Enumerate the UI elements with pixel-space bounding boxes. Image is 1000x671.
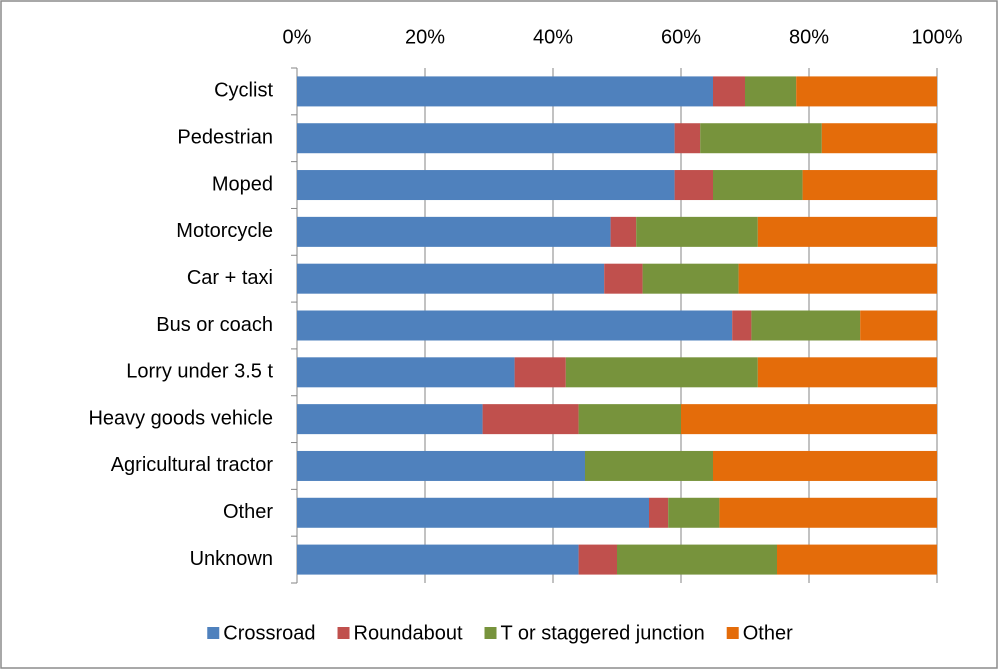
bar-segment	[297, 123, 675, 154]
bar-segment	[297, 216, 611, 247]
bar-segment	[297, 357, 515, 388]
bar-segment	[636, 216, 758, 247]
bar-segment	[649, 497, 669, 528]
bar-segment	[297, 310, 733, 341]
y-tick-label: Heavy goods vehicle	[88, 407, 273, 429]
bar-segment	[796, 76, 937, 107]
bar-segment	[604, 263, 643, 294]
bar-segment	[297, 404, 483, 435]
bar-segment	[713, 170, 803, 201]
bar-segment	[642, 263, 739, 294]
legend-swatch	[484, 627, 497, 639]
bar-segment	[617, 544, 777, 575]
bar-segment	[732, 310, 752, 341]
y-tick-label: Other	[223, 501, 273, 523]
x-tick-label: 20%	[405, 26, 445, 48]
bar-segment	[802, 170, 937, 201]
bar-segment	[713, 76, 745, 107]
y-tick-label: Bus or coach	[156, 314, 273, 336]
bar-segment	[297, 76, 713, 107]
y-tick-label: Agricultural tractor	[111, 454, 274, 476]
bar-segment	[860, 310, 937, 341]
x-tick-label: 100%	[911, 26, 962, 48]
legend-label: T or staggered junction	[501, 622, 705, 644]
bar-segment	[578, 544, 617, 575]
y-tick-label: Car + taxi	[187, 267, 273, 289]
legend-swatch	[337, 627, 350, 639]
y-tick-label: Motorcycle	[176, 220, 273, 242]
bar-segment	[610, 216, 637, 247]
bar-segment	[668, 497, 720, 528]
bar-segment	[745, 76, 797, 107]
y-tick-label: Moped	[212, 173, 273, 195]
bar-segment	[297, 544, 579, 575]
bar-segment	[777, 544, 937, 575]
y-tick-label: Lorry under 3.5 t	[126, 361, 273, 383]
bar-segment	[482, 404, 579, 435]
bar-segment	[297, 497, 649, 528]
bar-segment	[565, 357, 758, 388]
x-tick-label: 80%	[789, 26, 829, 48]
y-tick-label: Unknown	[190, 548, 273, 570]
bar-segment	[751, 310, 861, 341]
bar-segment	[821, 123, 937, 154]
bar-segment	[681, 404, 937, 435]
bar-segment	[738, 263, 937, 294]
bar-segment	[297, 450, 585, 481]
legend-label: Roundabout	[354, 622, 463, 644]
legend-label: Other	[743, 622, 793, 644]
x-tick-label: 40%	[533, 26, 573, 48]
legend-swatch	[726, 627, 739, 639]
bar-segment	[514, 357, 566, 388]
legend-swatch	[207, 627, 220, 639]
bar-segment	[700, 123, 822, 154]
x-tick-label: 60%	[661, 26, 701, 48]
bar-segment	[297, 170, 675, 201]
bar-segment	[297, 263, 605, 294]
bar-segment	[719, 497, 937, 528]
y-tick-label: Cyclist	[214, 80, 273, 102]
y-tick-label: Pedestrian	[177, 127, 273, 149]
bar-segment	[757, 357, 937, 388]
bar-segment	[674, 170, 713, 201]
legend-label: Crossroad	[223, 622, 315, 644]
bar-segment	[674, 123, 701, 154]
x-tick-label: 0%	[283, 26, 312, 48]
bar-segment	[757, 216, 937, 247]
bar-segment	[585, 450, 713, 481]
bar-segment	[578, 404, 681, 435]
bar-segment	[713, 450, 937, 481]
